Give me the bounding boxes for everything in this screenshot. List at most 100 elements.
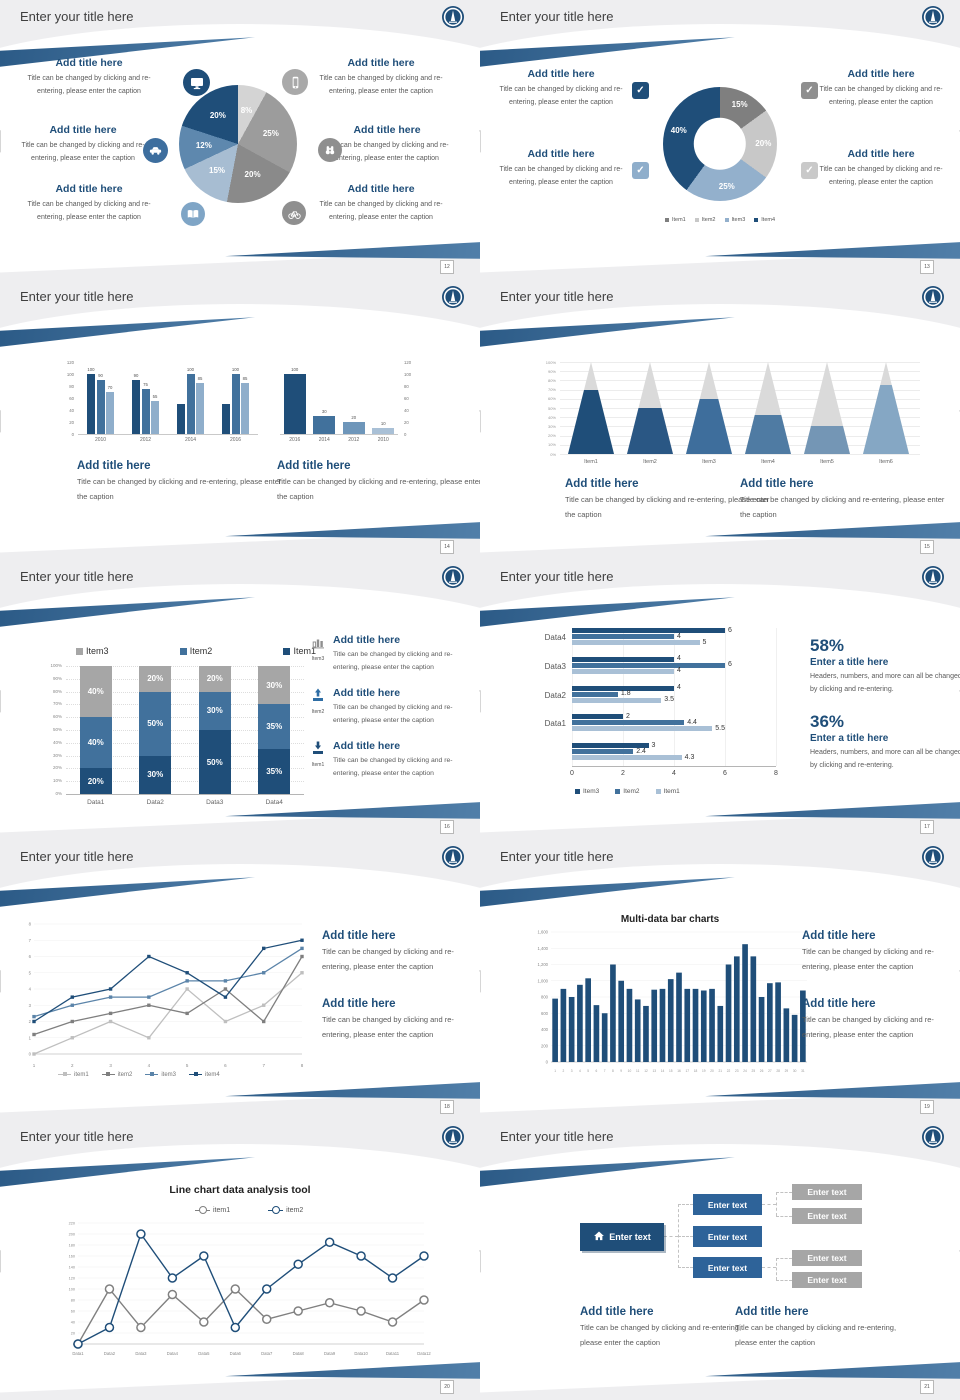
div: 35% [258, 749, 291, 794]
slide-thumbnail-14[interactable]: Enter your title here 14 100 90 70 90 75 55 10… [0, 280, 480, 560]
path [450, 850, 456, 861]
rect [618, 980, 625, 1062]
span: 20% [206, 674, 223, 684]
polyline [77, 1232, 425, 1345]
stat-caption: Headers, numbers, and more can all be ch… [810, 673, 960, 694]
feature-block: Add title here Title can be changed by cl… [740, 478, 950, 522]
slide-thumbnail-12[interactable]: Enter your title here 12 Add title here T… [0, 0, 480, 280]
slide-thumbnail-20[interactable]: Enter your title here 20 Line chart data… [0, 1120, 480, 1400]
span: 50% [206, 757, 223, 767]
feature-block: Add title here Title can be changed by cl… [306, 183, 456, 225]
circle [104, 1322, 115, 1333]
feature-block: Add title here Title can be changed by cl… [565, 478, 775, 522]
block-caption: Title can be changed by clicking and re-… [735, 1323, 897, 1347]
span: 0 [71, 431, 74, 437]
span: 2012 [348, 437, 360, 443]
div: Item1 [664, 217, 686, 223]
div [179, 647, 187, 655]
div [560, 426, 920, 428]
div [189, 1071, 203, 1078]
page-number: 12 [440, 260, 454, 274]
rect [783, 1008, 790, 1062]
span: 100 [231, 367, 240, 372]
diagram-node: Enter text [693, 1194, 762, 1215]
span: 3.5 [664, 696, 674, 703]
span: Data3 [206, 799, 224, 806]
diagram-leaf-node: Enter text [792, 1272, 862, 1288]
circle [325, 150, 330, 155]
slide-thumbnail-13[interactable]: Enter your title here 13 Add title here T… [480, 0, 960, 280]
span: 85 [242, 376, 248, 381]
slide-title: Enter your title here [20, 849, 134, 864]
span: Item1 [663, 788, 680, 795]
circle [230, 1322, 241, 1333]
span: 70% [52, 701, 62, 707]
block-title: Add title here [347, 183, 415, 195]
text: 40 [71, 1321, 75, 1325]
span: 0% [55, 791, 62, 796]
rect [577, 984, 583, 1062]
svg [190, 77, 203, 89]
text: 20 [710, 1069, 714, 1073]
rect [775, 982, 781, 1062]
div [560, 454, 920, 455]
slide-thumbnail-18[interactable]: Enter your title here 18 0 1 2 3 4 5 6 7 8 1 2 3 4 5 6… [0, 840, 480, 1120]
div: Item1 [655, 788, 680, 795]
text: 2 [29, 1019, 32, 1024]
span: 0% [550, 451, 556, 457]
car-icon [143, 138, 168, 163]
span: 30% [547, 423, 556, 429]
block-caption: Title can be changed by clicking and re-… [580, 1323, 742, 1347]
text: Data3 [135, 1351, 147, 1356]
span: 120 [404, 359, 412, 365]
text: 4 [29, 987, 32, 992]
slide-thumbnail-19[interactable]: Enter your title here 19 Multi-data bar … [480, 840, 960, 1120]
rect [742, 944, 748, 1062]
text: 60 [71, 1310, 75, 1314]
rect [223, 979, 228, 983]
university-logo [921, 845, 945, 869]
block-title: Add title here [55, 57, 123, 69]
div: Item3 [76, 646, 109, 656]
rect [750, 956, 757, 1062]
div [572, 714, 623, 720]
rect [717, 1005, 724, 1062]
rect [552, 998, 558, 1062]
span: 30 [321, 409, 327, 414]
div [66, 691, 304, 693]
span: 70 [107, 385, 113, 390]
university-logo [441, 5, 465, 29]
slide-thumbnail-21[interactable]: Enter your title here 21 Enter text Ente… [480, 1120, 960, 1400]
node-label: Enter text [609, 1232, 651, 1242]
rect [313, 697, 323, 701]
rect [626, 988, 633, 1062]
span: 2 [626, 712, 630, 720]
div [724, 218, 729, 222]
div [776, 628, 777, 766]
circle [136, 1229, 146, 1239]
slide-thumbnail-17[interactable]: Enter your title here 17 0 2 4 6 8 6 4 5 Data4 4 6… [480, 560, 960, 840]
slide-thumbnail-16[interactable]: Enter your title here 16 Item3 Item2 Item1… [0, 560, 480, 840]
span: Item2 [643, 459, 657, 465]
s16ic: Item1 [303, 740, 333, 781]
div: Add title here Title can be changed by cl… [333, 634, 475, 675]
slide-title: Enter your title here [20, 289, 134, 304]
text: 17 [685, 1069, 689, 1073]
rect [709, 988, 715, 1062]
page-number: 14 [440, 540, 454, 554]
span: 90% [547, 368, 556, 374]
block-title: Add title here [527, 148, 595, 160]
wire [678, 1267, 693, 1268]
div: 40% [79, 666, 112, 718]
div [66, 781, 304, 783]
polyline [33, 956, 303, 1036]
rect [634, 999, 641, 1062]
slide-thumbnail-15[interactable]: Enter your title here 15 0% 10% 20% 30% 40% 5… [480, 280, 960, 560]
span: Item2 [701, 217, 716, 223]
div [572, 697, 662, 703]
div [664, 218, 669, 222]
rect [262, 946, 266, 951]
text: 1,400 [538, 946, 549, 951]
span: 120 [66, 359, 74, 365]
feature-block: Add title here Title can be changed by cl… [810, 148, 952, 190]
